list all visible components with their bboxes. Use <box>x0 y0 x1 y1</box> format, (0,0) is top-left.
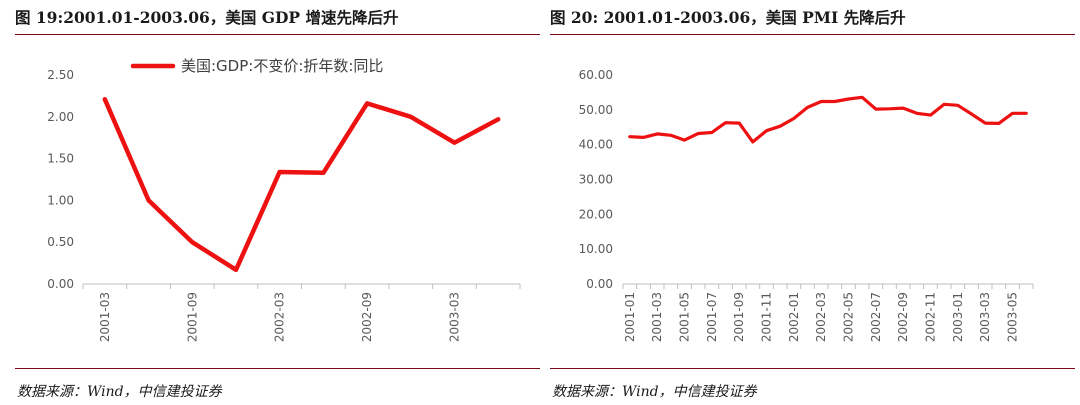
pmi-x-tick-label: 2003-05 <box>1006 292 1020 342</box>
gdp-legend-label: 美国:GDP:不变价:折年数:同比 <box>181 57 383 75</box>
gdp-chart-panel: 图 19:2001.01-2003.06，美国 GDP 增速先降后升 0.00 0… <box>15 0 540 405</box>
pmi-x-tick-label: 2001-09 <box>732 292 746 342</box>
pmi-y-tick-label: 30.00 <box>579 173 613 187</box>
pmi-y-tick-label: 20.00 <box>579 207 613 221</box>
pmi-x-tick-label: 2001-05 <box>678 292 692 342</box>
pmi-y-tick-label: 50.00 <box>579 103 613 117</box>
pmi-x-tick-label: 2002-05 <box>842 292 856 342</box>
pmi-x-tick-label: 2001-11 <box>760 292 774 342</box>
pmi-x-tick-label: 2002-11 <box>924 292 938 342</box>
gdp-source-rule <box>15 368 540 369</box>
pmi-x-tick-label: 2002-03 <box>814 292 828 342</box>
pmi-x-tick-label: 2001-07 <box>705 292 719 342</box>
gdp-y-tick-label: 0.50 <box>47 235 74 249</box>
gdp-x-tick-label: 2002-09 <box>360 292 374 342</box>
pmi-y-tick-label: 40.00 <box>579 138 613 152</box>
pmi-x-tick-label: 2002-09 <box>896 292 910 342</box>
gdp-x-tick-label: 2002-03 <box>273 292 287 342</box>
gdp-y-tick-label: 2.50 <box>47 68 74 82</box>
pmi-source-rule <box>550 368 1075 369</box>
pmi-x-tick-label: 2003-03 <box>978 292 992 342</box>
pmi-x-tick-label: 2002-07 <box>869 292 883 342</box>
gdp-y-tick-label: 0.00 <box>47 277 74 291</box>
pmi-x-tick-label: 2002-01 <box>787 292 801 342</box>
gdp-series-line <box>102 96 501 273</box>
gdp-y-tick-label: 1.00 <box>47 193 74 207</box>
gdp-title-rule <box>15 34 540 35</box>
gdp-chart-title: 图 19:2001.01-2003.06，美国 GDP 增速先降后升 <box>15 8 399 27</box>
pmi-y-tick-label: 60.00 <box>579 68 613 82</box>
pmi-x-tick-label: 2001-01 <box>623 292 637 342</box>
pmi-x-tick-label: 2001-03 <box>650 292 664 342</box>
pmi-y-tick-label: 10.00 <box>579 242 613 256</box>
gdp-x-tick-label: 2003-03 <box>447 292 461 342</box>
pmi-x-tick-label: 2003-01 <box>951 292 965 342</box>
gdp-y-tick-label: 2.00 <box>47 110 74 124</box>
pmi-y-tick-label: 0.00 <box>586 277 613 291</box>
gdp-chart: 0.00 0.50 1.00 1.50 2.00 2.50 2001-03 2001-09 20… <box>47 57 521 342</box>
pmi-series-line <box>628 95 1028 144</box>
gdp-y-tick-label: 1.50 <box>47 152 74 166</box>
gdp-source-note: 数据来源：Wind，中信建投证券 <box>17 384 222 400</box>
pmi-chart-panel: 图 20: 2001.01-2003.06，美国 PMI 先降后升 0.00 10… <box>550 0 1075 405</box>
gdp-x-tick-label: 2001-03 <box>98 292 112 342</box>
gdp-x-tick-label: 2001-09 <box>185 292 199 342</box>
pmi-source-note: 数据来源：Wind，中信建投证券 <box>552 384 757 400</box>
pmi-chart: 0.00 10.00 20.00 30.00 40.00 50.00 60.00 2001-0… <box>579 68 1034 342</box>
pmi-chart-title: 图 20: 2001.01-2003.06，美国 PMI 先降后升 <box>550 8 906 27</box>
pmi-title-rule <box>550 34 1075 35</box>
